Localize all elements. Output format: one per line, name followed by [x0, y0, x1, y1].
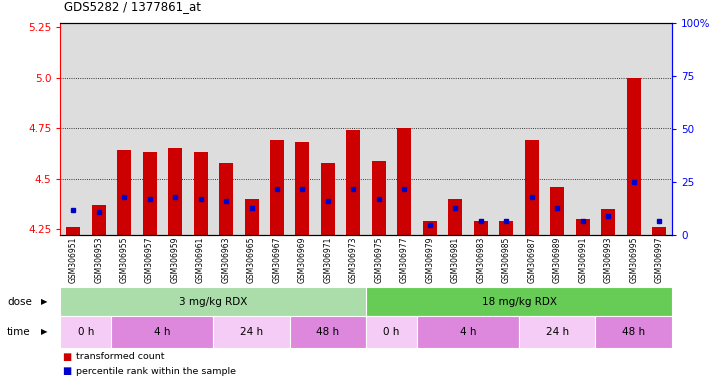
Bar — [92, 205, 106, 235]
Bar — [366, 287, 672, 316]
Bar — [499, 221, 513, 235]
Text: 48 h: 48 h — [316, 327, 340, 337]
Text: 0 h: 0 h — [383, 327, 400, 337]
Text: transformed count: transformed count — [76, 352, 164, 361]
Text: ■: ■ — [62, 352, 71, 362]
Text: 4 h: 4 h — [154, 327, 171, 337]
Text: 48 h: 48 h — [622, 327, 646, 337]
Bar — [143, 152, 156, 235]
Text: dose: dose — [7, 296, 32, 307]
Text: 0 h: 0 h — [77, 327, 94, 337]
Text: 18 mg/kg RDX: 18 mg/kg RDX — [481, 296, 557, 307]
Bar — [576, 219, 589, 235]
Bar — [449, 199, 462, 235]
Bar — [397, 128, 412, 235]
Text: 24 h: 24 h — [545, 327, 569, 337]
Bar — [245, 199, 259, 235]
Text: percentile rank within the sample: percentile rank within the sample — [76, 366, 236, 376]
Bar — [270, 140, 284, 235]
Bar — [372, 161, 386, 235]
Text: time: time — [7, 327, 31, 337]
Text: ■: ■ — [62, 366, 71, 376]
Bar — [652, 227, 666, 235]
Bar — [525, 140, 539, 235]
Bar — [168, 149, 182, 235]
Bar — [219, 162, 233, 235]
Bar — [423, 221, 437, 235]
Bar — [602, 209, 615, 235]
Bar — [417, 316, 519, 348]
Bar — [366, 316, 417, 348]
Bar — [321, 162, 335, 235]
Bar — [596, 316, 672, 348]
Text: 3 mg/kg RDX: 3 mg/kg RDX — [179, 296, 247, 307]
Bar — [550, 187, 565, 235]
Bar — [193, 152, 208, 235]
Text: 24 h: 24 h — [240, 327, 263, 337]
Bar — [519, 316, 596, 348]
Bar — [626, 78, 641, 235]
Bar — [60, 316, 112, 348]
Text: 4 h: 4 h — [460, 327, 476, 337]
Bar — [296, 142, 309, 235]
Bar — [346, 130, 360, 235]
Bar — [290, 316, 366, 348]
Text: ▶: ▶ — [41, 327, 47, 336]
Bar — [474, 221, 488, 235]
Bar — [66, 227, 80, 235]
Bar — [112, 316, 213, 348]
Bar — [213, 316, 290, 348]
Bar — [60, 287, 366, 316]
Text: ▶: ▶ — [41, 297, 47, 306]
Bar — [117, 151, 131, 235]
Text: GDS5282 / 1377861_at: GDS5282 / 1377861_at — [64, 0, 201, 13]
